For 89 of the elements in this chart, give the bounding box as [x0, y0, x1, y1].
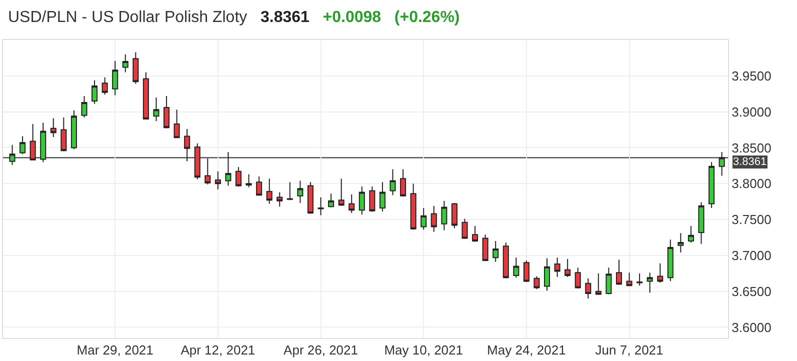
- candlestick: [50, 118, 56, 138]
- candlestick: [194, 142, 200, 180]
- candlestick: [153, 96, 160, 122]
- candlestick: [122, 54, 128, 73]
- candlestick: [20, 136, 26, 155]
- candlestick: [225, 152, 232, 186]
- candlestick: [595, 272, 602, 296]
- candlestick: [688, 225, 694, 243]
- candlestick: [132, 52, 139, 84]
- candlestick: [348, 194, 355, 214]
- candlestick: [513, 257, 520, 278]
- x-tick-label: May 10, 2021: [384, 342, 463, 358]
- candlestick: [574, 267, 581, 289]
- candlestick: [142, 72, 149, 120]
- candlestick: [174, 109, 180, 138]
- text: +0.0098: [322, 9, 382, 26]
- candlestick: [451, 202, 458, 229]
- candlestick: [92, 80, 98, 104]
- text: 3.8361: [260, 9, 310, 26]
- candlestick: [318, 196, 324, 216]
- candlestick: [256, 176, 262, 196]
- candlestick: [534, 276, 540, 290]
- candlestick: [390, 168, 396, 196]
- x-tick-label: Mar 29, 2021: [76, 342, 154, 358]
- candlestick: [430, 205, 437, 232]
- candlestick: [163, 96, 170, 129]
- candlestick: [646, 272, 653, 294]
- x-tick-label: Apr 12, 2021: [180, 342, 256, 358]
- y-tick-label: 3.9500: [732, 68, 772, 84]
- candlestick: [708, 162, 715, 209]
- candlestick: [307, 182, 314, 214]
- candlestick: [204, 158, 211, 185]
- candlestick: [30, 124, 36, 160]
- candlestick: [657, 262, 664, 284]
- candlestick: [235, 166, 242, 187]
- candlestick: [379, 182, 386, 212]
- candlestick: [40, 122, 46, 163]
- candlestick: [214, 170, 221, 190]
- candlestick: [70, 110, 77, 150]
- candlestick: [286, 182, 293, 201]
- y-tick-label: 3.8000: [732, 176, 772, 192]
- candlestick: [400, 168, 406, 198]
- y-tick-label: 3.6000: [732, 320, 772, 335]
- candlestick: [616, 259, 622, 286]
- candlestick: [441, 200, 448, 231]
- candlestick: [358, 186, 365, 215]
- x-tick-label: May 24, 2021: [487, 342, 566, 358]
- candlestick: [81, 96, 88, 118]
- candlestick: [266, 178, 272, 204]
- candlestick: [606, 267, 612, 295]
- candlestick: [102, 76, 108, 96]
- y-tick-label: 3.6500: [732, 284, 772, 299]
- candlestick: [544, 258, 550, 292]
- candlestick: [554, 257, 560, 278]
- candlestick: [184, 128, 190, 162]
- candlestick: [328, 193, 334, 208]
- candlestick: [297, 180, 304, 204]
- y-tick-label: 3.7000: [732, 248, 772, 263]
- ref-line-label: 3.8361: [733, 156, 767, 168]
- candlestick: [678, 232, 684, 254]
- x-tick-label: Jun 7, 2021: [595, 342, 664, 358]
- candlestick: [410, 183, 416, 230]
- candlestick: [420, 208, 427, 230]
- y-tick-label: 3.7500: [732, 212, 772, 228]
- candlestick: [564, 258, 571, 278]
- x-tick-label: Apr 26, 2021: [284, 342, 358, 358]
- candlestick: [626, 272, 632, 286]
- candlestick: [472, 225, 478, 242]
- candlestick: [718, 152, 725, 176]
- candlestick: [60, 117, 67, 152]
- y-tick-label: 3.8500: [732, 140, 772, 156]
- candlestick: [636, 272, 643, 286]
- candlestick: [9, 144, 16, 166]
- candlestick: [492, 240, 499, 262]
- candlestick: [523, 260, 530, 282]
- candlestick: [462, 218, 468, 240]
- candlestick: [276, 192, 283, 208]
- candlestick: [112, 60, 118, 96]
- candlestick: [667, 239, 674, 282]
- candlestick: [246, 174, 252, 188]
- candlestick: [482, 234, 488, 262]
- candlestick: [338, 178, 344, 206]
- chart-title: USD/PLN - US Dollar Polish Zloty: [8, 9, 248, 26]
- text: (+0.26%): [394, 9, 460, 26]
- candlestick: [369, 186, 376, 212]
- y-tick-label: 3.9000: [732, 104, 772, 120]
- candlestick: [585, 278, 592, 300]
- candlestick: [502, 242, 509, 279]
- candlestick: [698, 202, 704, 244]
